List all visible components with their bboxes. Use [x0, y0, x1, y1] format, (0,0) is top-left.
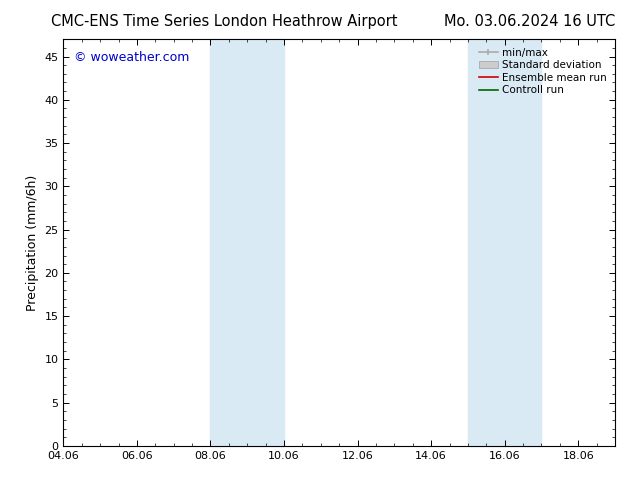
Text: © woweather.com: © woweather.com [74, 51, 190, 64]
Text: CMC-ENS Time Series London Heathrow Airport: CMC-ENS Time Series London Heathrow Airp… [51, 14, 398, 29]
Bar [210, 39, 284, 446]
Legend: min/max, Standard deviation, Ensemble mean run, Controll run: min/max, Standard deviation, Ensemble me… [476, 45, 610, 98]
Text: Mo. 03.06.2024 16 UTC: Mo. 03.06.2024 16 UTC [444, 14, 615, 29]
Bar [468, 39, 541, 446]
Y-axis label: Precipitation (mm/6h): Precipitation (mm/6h) [26, 174, 39, 311]
